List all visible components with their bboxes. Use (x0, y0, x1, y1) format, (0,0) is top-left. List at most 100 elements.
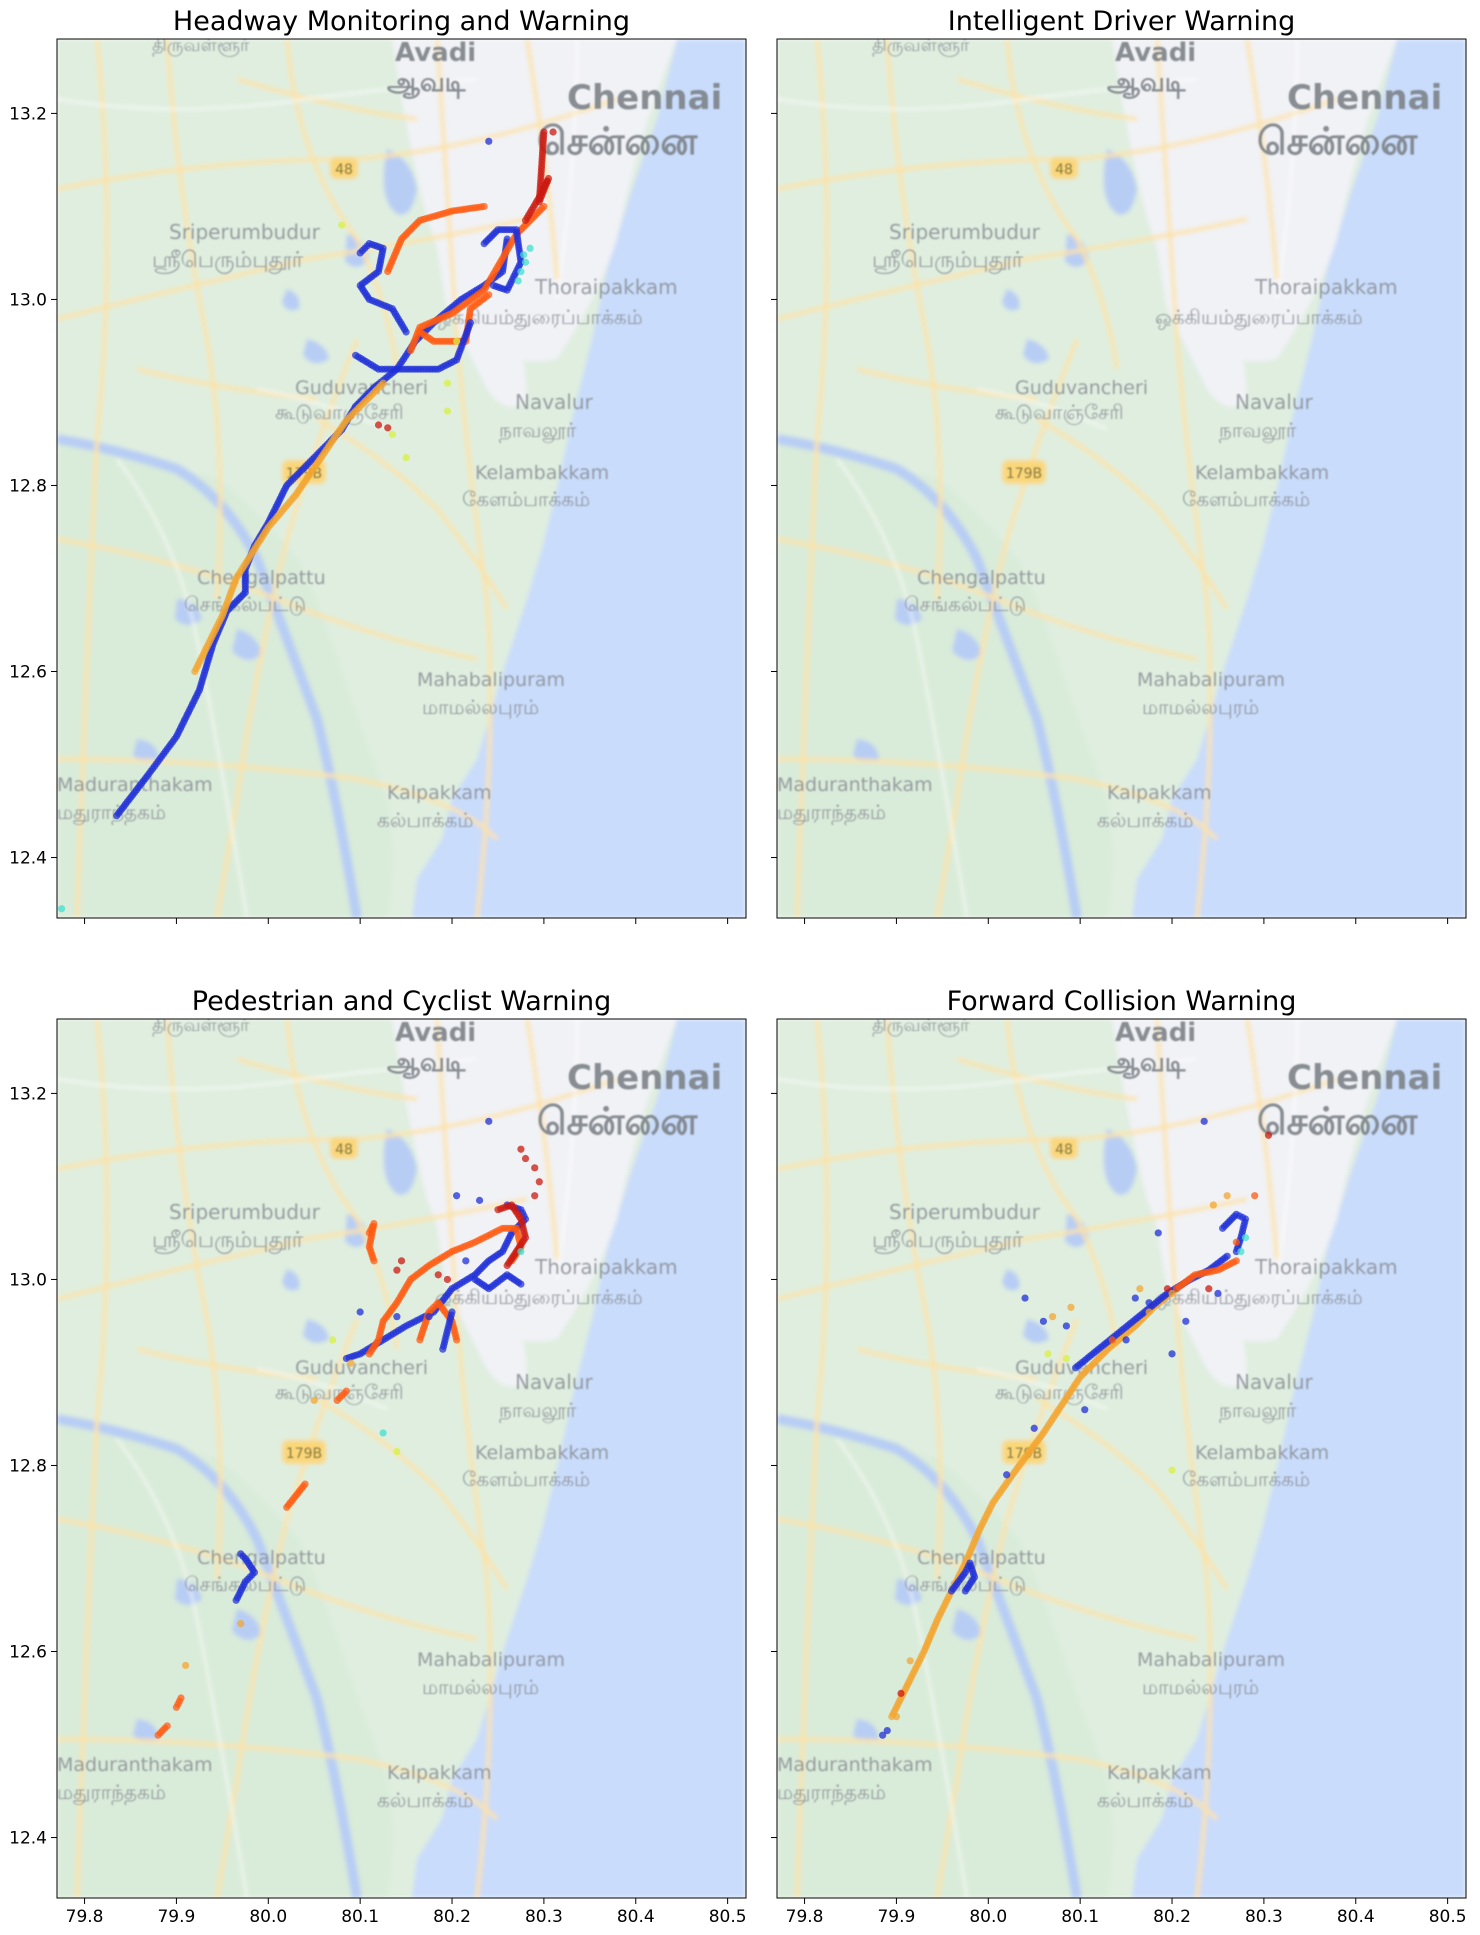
map-label-mahabalipuram-ta: மாமல்லபுரம் (422, 695, 539, 719)
map-label-chennai-ta: சென்னை (537, 119, 698, 163)
track-pedestrian-cyclist-9 (471, 1271, 525, 1293)
x-tick-label: 79.9 (157, 1907, 195, 1927)
track-pedestrian-cyclist-8 (365, 1220, 378, 1265)
x-tick-label: 80.4 (617, 1907, 655, 1927)
map-label-kelambakkam-en: Kelambakkam (475, 1442, 609, 1464)
map-label-mahabalipuram-en: Mahabalipuram (417, 1649, 565, 1671)
data-point (338, 221, 346, 229)
data-point (370, 1257, 378, 1265)
data-point (520, 251, 528, 259)
map-label-mahabalipuram-en: Mahabalipuram (1137, 1649, 1285, 1671)
data-points-pedestrian-cyclist (154, 1117, 543, 1739)
map-label-thoraipakkam-en: Thoraipakkam (1254, 275, 1398, 299)
data-point (514, 277, 522, 285)
map-label-maduranthakam-ta: மதுராந்தகம் (57, 800, 166, 825)
data-point (443, 379, 452, 387)
map-label-thoraipakkam-en: Thoraipakkam (1254, 1255, 1398, 1279)
data-point (448, 1308, 456, 1316)
map-label-maduranthakam-en: Maduranthakam (777, 774, 933, 796)
x-tick-label: 79.8 (66, 1907, 104, 1927)
data-point (1241, 1233, 1250, 1242)
map-label-tiruvallur-ta: திருவள்ளூர் (152, 1015, 250, 1037)
data-point (897, 1689, 905, 1697)
map-label-mahabalipuram-en: Mahabalipuram (1137, 669, 1285, 691)
data-point (462, 1257, 470, 1265)
map-label-navalur-ta: நாவலூர் (499, 418, 577, 443)
map-label-sriperumbudur-ta: ஸ்ரீபெரும்புதூர் (872, 1228, 1024, 1254)
data-point (1044, 1350, 1052, 1358)
data-point (1067, 1303, 1075, 1311)
data-point (347, 1359, 355, 1367)
axes-frame-headway-monitoring (56, 38, 747, 919)
map-label-kalpakkam-en: Kalpakkam (1107, 1762, 1212, 1784)
panel-title: Forward Collision Warning (947, 986, 1297, 1017)
data-point (237, 1620, 245, 1628)
map-label-navalur-ta: நாவலூர் (1219, 1398, 1297, 1423)
track-headway-monitoring-7 (480, 226, 525, 294)
map-label-mahabalipuram-ta: மாமல்லபுரம் (1142, 1675, 1259, 1699)
data-point (1131, 1294, 1139, 1302)
data-point (425, 1313, 433, 1321)
data-point (521, 258, 530, 266)
map-label-maduranthakam-ta: மதுராந்தகம் (57, 1780, 166, 1805)
map-label-avadi-en: Avadi (1115, 1018, 1196, 1048)
track-headway-monitoring-6 (356, 240, 410, 336)
data-point (1062, 1354, 1070, 1363)
data-point (397, 1257, 406, 1265)
map-label-sriperumbudur-ta: ஸ்ரீபெரும்புதூர் (872, 248, 1024, 274)
map-label-sriperumbudur-en: Sriperumbudur (889, 220, 1041, 244)
map-label-tiruvallur-ta: திருவள்ளூர் (872, 1015, 970, 1037)
map-label-guduvancheri-en: Guduvancheri (295, 377, 428, 399)
map-label-chennai-en: Chennai (1287, 1058, 1442, 1098)
map-label-tiruvallur-ta: திருவள்ளூர் (872, 35, 970, 57)
track-forward-collision-1 (947, 1559, 979, 1595)
map-label-avadi-ta: ஆவடி (387, 1048, 466, 1080)
map-label-kelambakkam-en: Kelambakkam (1195, 1442, 1329, 1464)
x-tick-label: 80.3 (1245, 1907, 1283, 1927)
data-point (526, 244, 534, 252)
data-point (1122, 1336, 1130, 1344)
axes-frame-intelligent-driver (776, 38, 1467, 919)
x-tick-label: 79.8 (786, 1907, 824, 1927)
data-point (453, 1192, 461, 1200)
data-point (393, 1266, 401, 1274)
map-label-navalur-en: Navalur (1235, 1370, 1314, 1394)
x-tick-label: 79.9 (877, 1907, 915, 1927)
data-point (1062, 1322, 1070, 1330)
map-label-kelambakkam-ta: கேளம்பாக்கம் (1182, 487, 1310, 511)
data-point (342, 1387, 350, 1395)
map-label-avadi-ta: ஆவடி (1107, 1048, 1186, 1080)
y-tick-label: 13.0 (9, 1270, 47, 1290)
data-point (1168, 1350, 1176, 1358)
x-tick-label: 80.0 (249, 1907, 287, 1927)
data-point (1154, 1229, 1162, 1237)
track-pedestrian-cyclist-0 (154, 1722, 171, 1739)
data-point (237, 1550, 245, 1558)
x-tick-label: 80.5 (709, 1907, 747, 1927)
data-point (310, 1396, 318, 1404)
map-label-guduvancheri-ta: கூடுவாஞ்சேரி (995, 400, 1124, 425)
data-point (1237, 1247, 1245, 1256)
data-point (489, 281, 497, 290)
x-tick-label: 80.1 (341, 1907, 379, 1927)
data-point (57, 905, 66, 913)
map-label-kelambakkam-ta: கேளம்பாக்கம் (462, 487, 590, 511)
data-point (1223, 1252, 1231, 1260)
y-tick-label: 12.8 (9, 1456, 47, 1476)
panel-title: Pedestrian and Cyclist Warning (192, 986, 611, 1017)
data-point (1205, 1285, 1213, 1293)
map-label-shield-48: 48 (1055, 1142, 1073, 1158)
map-label-chengalpattu-en: Chengalpattu (197, 567, 326, 589)
data-point (402, 453, 410, 462)
map-label-kelambakkam-en: Kelambakkam (475, 462, 609, 484)
x-tick-label: 80.3 (525, 1907, 563, 1927)
axes-frame-forward-collision (776, 1018, 1467, 1899)
track-headway-monitoring-8 (521, 128, 553, 224)
map-label-sriperumbudur-en: Sriperumbudur (169, 220, 321, 244)
data-point (549, 128, 557, 136)
data-point (906, 1657, 914, 1665)
map-label-thoraipakkam-ta: ஒக்கியம்துரைப்பாக்கம் (1155, 1285, 1363, 1310)
